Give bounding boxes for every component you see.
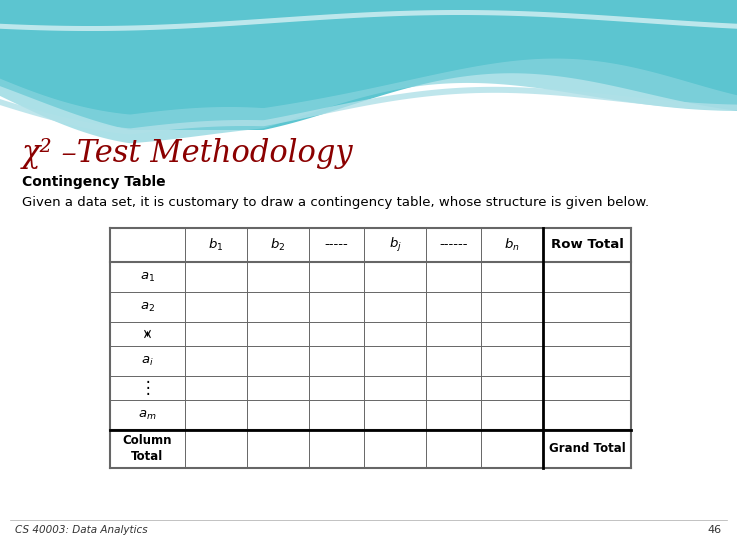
Text: $a_2$: $a_2$ [140,300,155,314]
Text: Column
Total: Column Total [123,435,172,463]
Text: $a_1$: $a_1$ [140,271,155,284]
Text: CS 40003: Data Analytics: CS 40003: Data Analytics [15,525,147,535]
Text: ⋮: ⋮ [139,379,156,397]
Polygon shape [0,10,737,31]
Polygon shape [0,58,737,143]
Text: 46: 46 [708,525,722,535]
Text: Row Total: Row Total [551,239,624,252]
Text: Given a data set, it is customary to draw a contingency table, whose structure i: Given a data set, it is customary to dra… [22,196,649,209]
Text: ------: ------ [439,239,468,252]
Text: $a_i$: $a_i$ [142,354,154,368]
Polygon shape [0,87,737,134]
Text: $a_m$: $a_m$ [139,408,157,422]
Text: $b_2$: $b_2$ [270,237,286,253]
Text: $b_n$: $b_n$ [504,237,520,253]
Text: $b_j$: $b_j$ [388,236,402,254]
Text: -----: ----- [324,239,349,252]
Text: $b_1$: $b_1$ [209,237,224,253]
Text: Contingency Table: Contingency Table [22,175,166,189]
Polygon shape [0,0,737,130]
Text: Grand Total: Grand Total [548,442,626,456]
Text: χ² –Test Methodology: χ² –Test Methodology [22,138,354,169]
